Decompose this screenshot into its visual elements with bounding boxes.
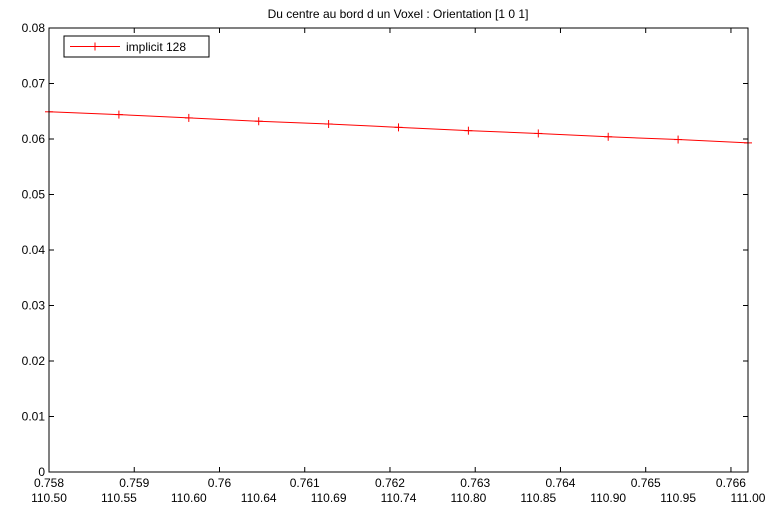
data-point-marker xyxy=(184,113,193,122)
legend-plus-marker xyxy=(91,42,99,51)
x-secondary-tick-label: 110.50 xyxy=(31,491,67,505)
y-tick-label: 0.02 xyxy=(22,354,46,368)
x-secondary-tick-label: 111.00 xyxy=(731,491,766,505)
x-secondary-tick-label: 110.60 xyxy=(171,491,207,505)
data-point-marker xyxy=(674,135,683,144)
y-tick-label: 0.04 xyxy=(22,243,46,257)
x-secondary-tick-label: 110.90 xyxy=(590,491,626,505)
chart-title: Du centre au bord d un Voxel : Orientati… xyxy=(268,7,529,21)
legend: implicit 128 xyxy=(63,35,210,58)
data-point-marker xyxy=(464,126,473,135)
x-tick-label: 0.761 xyxy=(290,476,320,490)
x-tick-label: 0.76 xyxy=(208,476,232,490)
x-secondary-tick-label: 110.80 xyxy=(450,491,486,505)
data-point-marker xyxy=(324,120,333,129)
y-tick-label: 0 xyxy=(38,465,45,479)
axes: 0 0.01 0.02 0.03 0.04 0.05 0.06 0.07 0.08 0.758 0.… xyxy=(22,21,766,505)
x-tick-label: 0.766 xyxy=(716,476,746,490)
data-point-marker xyxy=(394,123,403,132)
x-tick-label: 0.759 xyxy=(119,476,149,490)
y-tick-label: 0.03 xyxy=(22,299,46,313)
legend-marker xyxy=(91,42,99,51)
x-secondary-tick-label: 110.95 xyxy=(660,491,696,505)
plot-background xyxy=(49,28,748,472)
x-secondary-tick-label: 110.64 xyxy=(241,491,277,505)
y-tick-label: 0.08 xyxy=(22,21,46,35)
data-point-marker xyxy=(254,117,263,126)
x-tick-label: 0.758 xyxy=(34,476,64,490)
x-tick-label: 0.763 xyxy=(460,476,490,490)
x-secondary-tick-label: 110.74 xyxy=(381,491,417,505)
x-secondary-tick-label: 110.69 xyxy=(311,491,347,505)
data-point-marker xyxy=(534,129,543,138)
x-secondary-tick-label: 110.85 xyxy=(520,491,556,505)
x-secondary-tick-label: 110.55 xyxy=(101,491,137,505)
x-tick-label: 0.762 xyxy=(375,476,405,490)
legend-label-implicit-128: implicit 128 xyxy=(126,40,186,54)
legend-box xyxy=(63,35,210,58)
y-tick-label: 0.07 xyxy=(22,77,46,91)
plot-frame xyxy=(48,27,749,473)
y-tick-label: 0.05 xyxy=(22,188,46,202)
y-tick-label: 0.01 xyxy=(22,410,46,424)
x-tick-label: 0.764 xyxy=(545,476,575,490)
x-tick-label: 0.765 xyxy=(631,476,661,490)
data-point-marker xyxy=(604,132,613,141)
data-point-marker xyxy=(114,110,123,119)
y-tick-label: 0.06 xyxy=(22,132,46,146)
